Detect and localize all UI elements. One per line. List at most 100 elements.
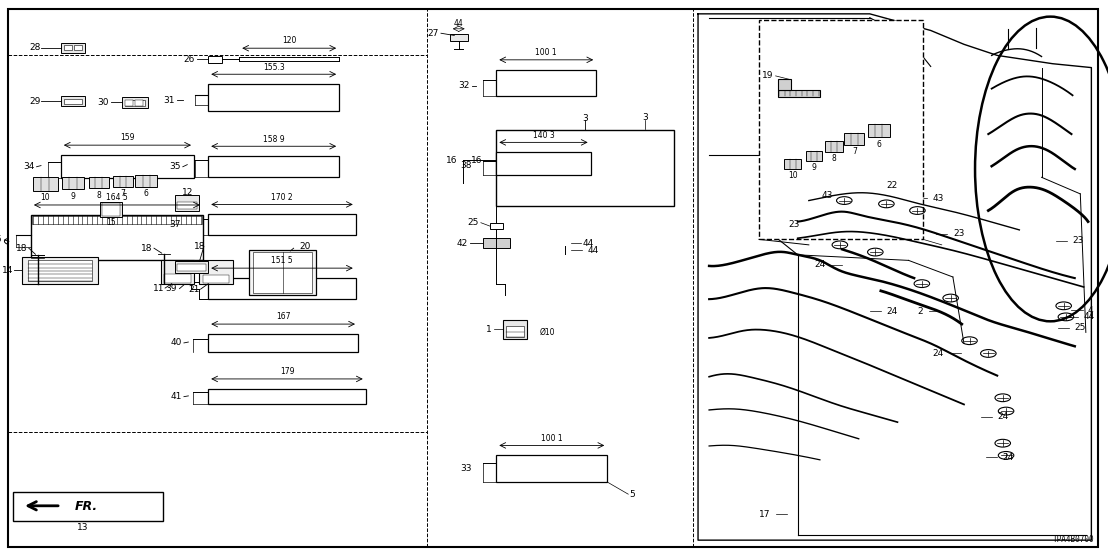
- Text: 8: 8: [832, 155, 837, 163]
- Bar: [450, 34, 468, 41]
- Text: 31: 31: [164, 96, 175, 105]
- Text: 164 5: 164 5: [106, 193, 127, 202]
- Text: 8: 8: [96, 191, 101, 199]
- Text: 120: 120: [283, 37, 296, 45]
- Bar: [778, 79, 791, 90]
- Text: 100 1: 100 1: [535, 48, 557, 57]
- Text: 42: 42: [456, 239, 468, 248]
- Text: 36: 36: [0, 235, 2, 244]
- Text: 24: 24: [886, 307, 897, 316]
- Text: 159: 159: [120, 134, 135, 142]
- Text: 7: 7: [121, 189, 125, 198]
- Bar: [496, 70, 596, 96]
- Text: 24: 24: [997, 412, 1008, 421]
- Text: 24: 24: [1003, 453, 1014, 461]
- Bar: [208, 156, 339, 177]
- Text: 44: 44: [454, 19, 463, 28]
- Text: 18: 18: [142, 244, 153, 253]
- Text: 158 9: 158 9: [263, 135, 285, 143]
- Bar: [483, 238, 510, 248]
- Bar: [61, 43, 85, 53]
- Text: 14: 14: [2, 266, 13, 275]
- Text: 29: 29: [30, 97, 41, 106]
- Text: 9: 9: [71, 192, 75, 201]
- Text: 30: 30: [98, 98, 109, 107]
- Text: 33: 33: [461, 464, 472, 473]
- Bar: [496, 152, 591, 175]
- Text: 170 2: 170 2: [271, 193, 293, 202]
- Bar: [778, 90, 820, 97]
- Text: 26: 26: [184, 55, 195, 64]
- Bar: [28, 260, 92, 281]
- Text: 10: 10: [788, 171, 798, 180]
- Bar: [208, 334, 358, 352]
- Bar: [64, 99, 82, 104]
- Text: 11: 11: [153, 284, 164, 293]
- Bar: [503, 320, 527, 339]
- Bar: [490, 223, 503, 229]
- Bar: [177, 264, 206, 271]
- Bar: [759, 20, 923, 239]
- Text: 44: 44: [1084, 312, 1095, 321]
- Bar: [74, 45, 82, 50]
- Text: 37: 37: [170, 220, 181, 229]
- Text: 27: 27: [428, 29, 439, 38]
- Text: 100 1: 100 1: [541, 434, 563, 443]
- Text: 20: 20: [299, 242, 310, 251]
- Text: 15: 15: [106, 218, 115, 227]
- Text: 23: 23: [1073, 237, 1084, 245]
- Text: FR.: FR.: [74, 500, 98, 513]
- Bar: [164, 274, 191, 283]
- Text: 3: 3: [642, 113, 648, 122]
- Bar: [135, 175, 157, 187]
- Bar: [175, 261, 208, 273]
- Bar: [100, 202, 122, 217]
- Bar: [208, 84, 339, 111]
- Text: 39: 39: [166, 284, 177, 293]
- Bar: [253, 252, 312, 293]
- Text: 9: 9: [811, 163, 817, 172]
- Bar: [33, 177, 58, 191]
- Text: 38: 38: [461, 161, 472, 170]
- Text: 23: 23: [953, 229, 964, 238]
- Text: 4: 4: [1088, 306, 1094, 315]
- Bar: [89, 177, 109, 188]
- Bar: [62, 177, 84, 189]
- Bar: [249, 250, 316, 295]
- Text: 16: 16: [447, 156, 458, 165]
- Text: 43: 43: [822, 191, 833, 199]
- Text: 23: 23: [789, 220, 800, 229]
- Text: 21: 21: [188, 285, 199, 294]
- Bar: [32, 216, 202, 224]
- Text: 22: 22: [886, 181, 897, 190]
- Circle shape: [488, 239, 505, 248]
- Bar: [806, 151, 822, 161]
- Text: 155.3: 155.3: [263, 63, 285, 71]
- Bar: [208, 389, 366, 404]
- Text: 18: 18: [17, 244, 28, 253]
- Bar: [22, 257, 98, 284]
- Bar: [506, 326, 524, 337]
- Text: 3: 3: [582, 114, 588, 123]
- Text: TPA4B0700: TPA4B0700: [1053, 535, 1095, 544]
- Text: 28: 28: [30, 43, 41, 52]
- Bar: [784, 159, 801, 169]
- Bar: [844, 133, 864, 145]
- Bar: [125, 100, 145, 106]
- Bar: [208, 214, 356, 235]
- Text: 41: 41: [171, 392, 182, 401]
- Bar: [208, 278, 356, 299]
- Text: 18: 18: [194, 242, 205, 251]
- Bar: [175, 195, 199, 211]
- Bar: [825, 141, 843, 152]
- Text: 35: 35: [170, 162, 181, 171]
- Bar: [135, 100, 143, 106]
- Bar: [125, 100, 133, 106]
- Text: 16: 16: [471, 156, 482, 165]
- Bar: [102, 203, 120, 216]
- Text: 6: 6: [876, 140, 881, 148]
- Bar: [113, 176, 133, 187]
- Bar: [177, 202, 197, 209]
- Text: 32: 32: [459, 81, 470, 90]
- Text: 10: 10: [41, 193, 50, 202]
